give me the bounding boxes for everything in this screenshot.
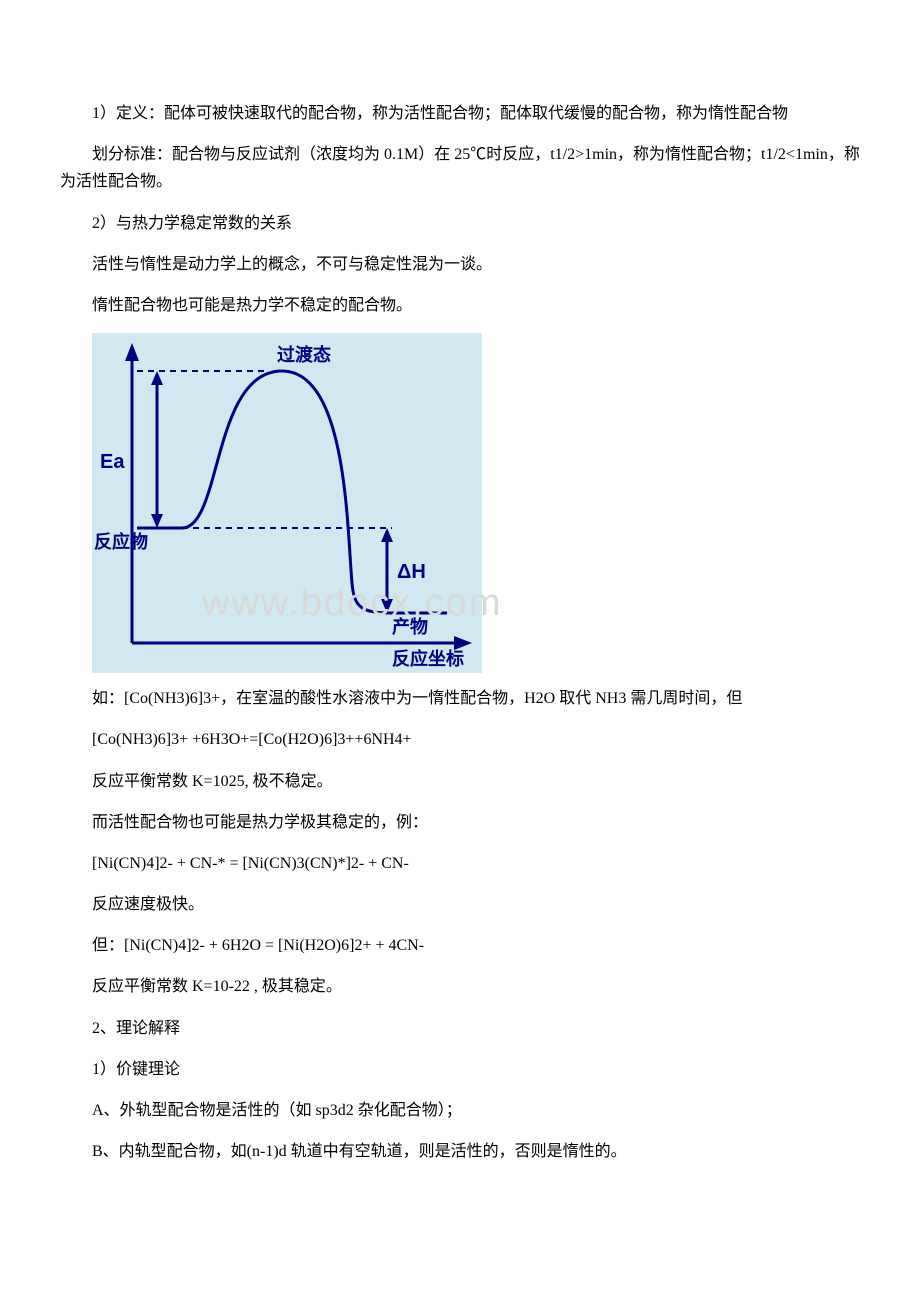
dh-arrow-top	[381, 528, 393, 542]
paragraph: 反应速度极快。	[60, 891, 860, 918]
paragraph: 1）价键理论	[60, 1056, 860, 1083]
paragraph: 而活性配合物也可能是热力学极其稳定的，例：	[60, 809, 860, 836]
ea-arrow-bottom	[151, 514, 163, 528]
paragraph: [Co(NH3)6]3+ +6H3O+=[Co(H2O)6]3++6NH4+	[60, 726, 860, 753]
paragraph: 反应平衡常数 K=1025, 极不稳定。	[60, 768, 860, 795]
watermark: www.bdocx.com	[202, 582, 503, 625]
paragraph: 如：[Co(NH3)6]3+，在室温的酸性水溶液中为一惰性配合物，H2O 取代 …	[60, 685, 860, 712]
x-axis-label: 反应坐标	[392, 648, 464, 669]
paragraph: 2）与热力学稳定常数的关系	[60, 210, 860, 237]
paragraph: B、内轨型配合物，如(n-1)d 轨道中有空轨道，则是活性的，否则是惰性的。	[60, 1138, 860, 1165]
paragraph: 划分标准：配合物与反应试剂（浓度均为 0.1M）在 25℃时反应，t1/2>1m…	[60, 141, 860, 195]
reactant-label: 反应物	[94, 531, 148, 552]
paragraph: [Ni(CN)4]2- + CN-* = [Ni(CN)3(CN)*]2- + …	[60, 850, 860, 877]
energy-diagram-container: 过渡态 Ea 反应物 ΔH 产物 反应坐标 www.bdocx.com	[92, 333, 860, 673]
ea-arrow-top	[151, 371, 163, 385]
paragraph: 反应平衡常数 K=10-22 , 极其稳定。	[60, 973, 860, 1000]
paragraph: 惰性配合物也可能是热力学不稳定的配合物。	[60, 292, 860, 319]
paragraph: 活性与惰性是动力学上的概念，不可与稳定性混为一谈。	[60, 251, 860, 278]
energy-diagram: 过渡态 Ea 反应物 ΔH 产物 反应坐标 www.bdocx.com	[92, 333, 482, 673]
paragraph: 1）定义：配体可被快速取代的配合物，称为活性配合物；配体取代缓慢的配合物，称为惰…	[60, 100, 860, 127]
ea-label: Ea	[100, 451, 125, 473]
x-axis-arrow	[454, 636, 472, 650]
paragraph: 2、理论解释	[60, 1015, 860, 1042]
transition-state-label: 过渡态	[277, 344, 331, 365]
delta-h-label: ΔH	[397, 561, 426, 583]
y-axis-arrow	[125, 343, 139, 361]
paragraph: A、外轨型配合物是活性的（如 sp3d2 杂化配合物）；	[60, 1097, 860, 1124]
paragraph: 但：[Ni(CN)4]2- + 6H2O = [Ni(H2O)6]2+ + 4C…	[60, 932, 860, 959]
